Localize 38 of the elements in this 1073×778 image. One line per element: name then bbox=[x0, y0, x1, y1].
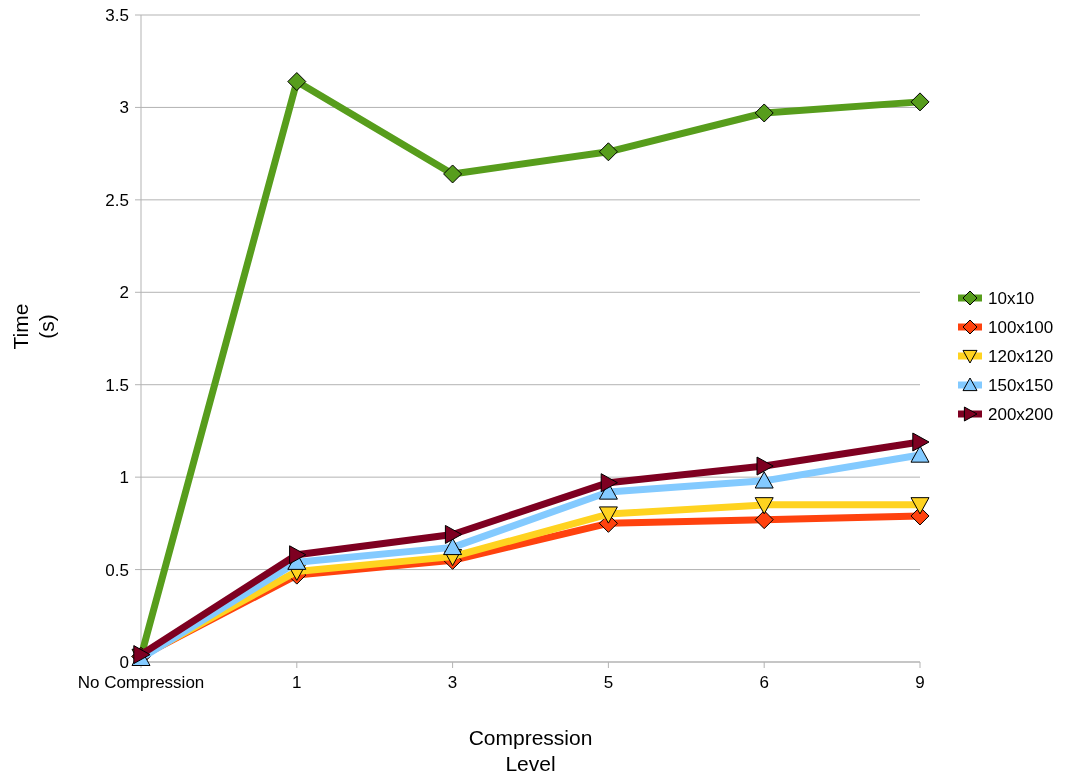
point bbox=[443, 164, 463, 184]
legend-label: 200x200 bbox=[988, 404, 1054, 424]
y-axis-title: Time (s) bbox=[9, 303, 58, 350]
point bbox=[754, 497, 774, 515]
y-tick-label: 0 bbox=[119, 652, 129, 672]
point bbox=[600, 473, 618, 493]
y-tick-label: 1 bbox=[119, 468, 129, 488]
point bbox=[754, 103, 774, 123]
legend-label: 120x120 bbox=[988, 346, 1054, 366]
point bbox=[756, 456, 774, 476]
y-tick-label: 3 bbox=[119, 98, 129, 118]
point bbox=[598, 142, 618, 162]
point bbox=[910, 445, 930, 463]
point bbox=[443, 537, 463, 556]
point bbox=[754, 471, 774, 489]
point bbox=[912, 432, 930, 452]
x-tick-label: 3 bbox=[447, 673, 458, 692]
point bbox=[910, 92, 930, 112]
point bbox=[910, 497, 930, 515]
y-tick-label: 2.5 bbox=[105, 190, 129, 210]
y-tick-label: 0.5 bbox=[105, 560, 129, 580]
y-tick-label: 3.5 bbox=[105, 5, 129, 25]
point bbox=[287, 72, 307, 92]
legend-label: 150x150 bbox=[988, 375, 1054, 395]
point bbox=[754, 510, 774, 530]
x-tick-label: 9 bbox=[915, 673, 925, 692]
x-tick-label: 5 bbox=[603, 673, 614, 692]
x-tick-label: 6 bbox=[759, 673, 769, 692]
point bbox=[444, 524, 463, 544]
x-axis-title: Compression Level bbox=[468, 726, 593, 775]
x-tick-label: No Compression bbox=[77, 673, 205, 692]
point bbox=[598, 506, 618, 524]
y-tick-label: 2 bbox=[119, 283, 129, 303]
legend-label: 10x10 bbox=[988, 288, 1035, 308]
y-tick-label: 1.5 bbox=[105, 375, 129, 395]
point bbox=[289, 545, 307, 565]
legend-label: 100x100 bbox=[988, 317, 1054, 337]
x-tick-label: 1 bbox=[292, 673, 302, 692]
